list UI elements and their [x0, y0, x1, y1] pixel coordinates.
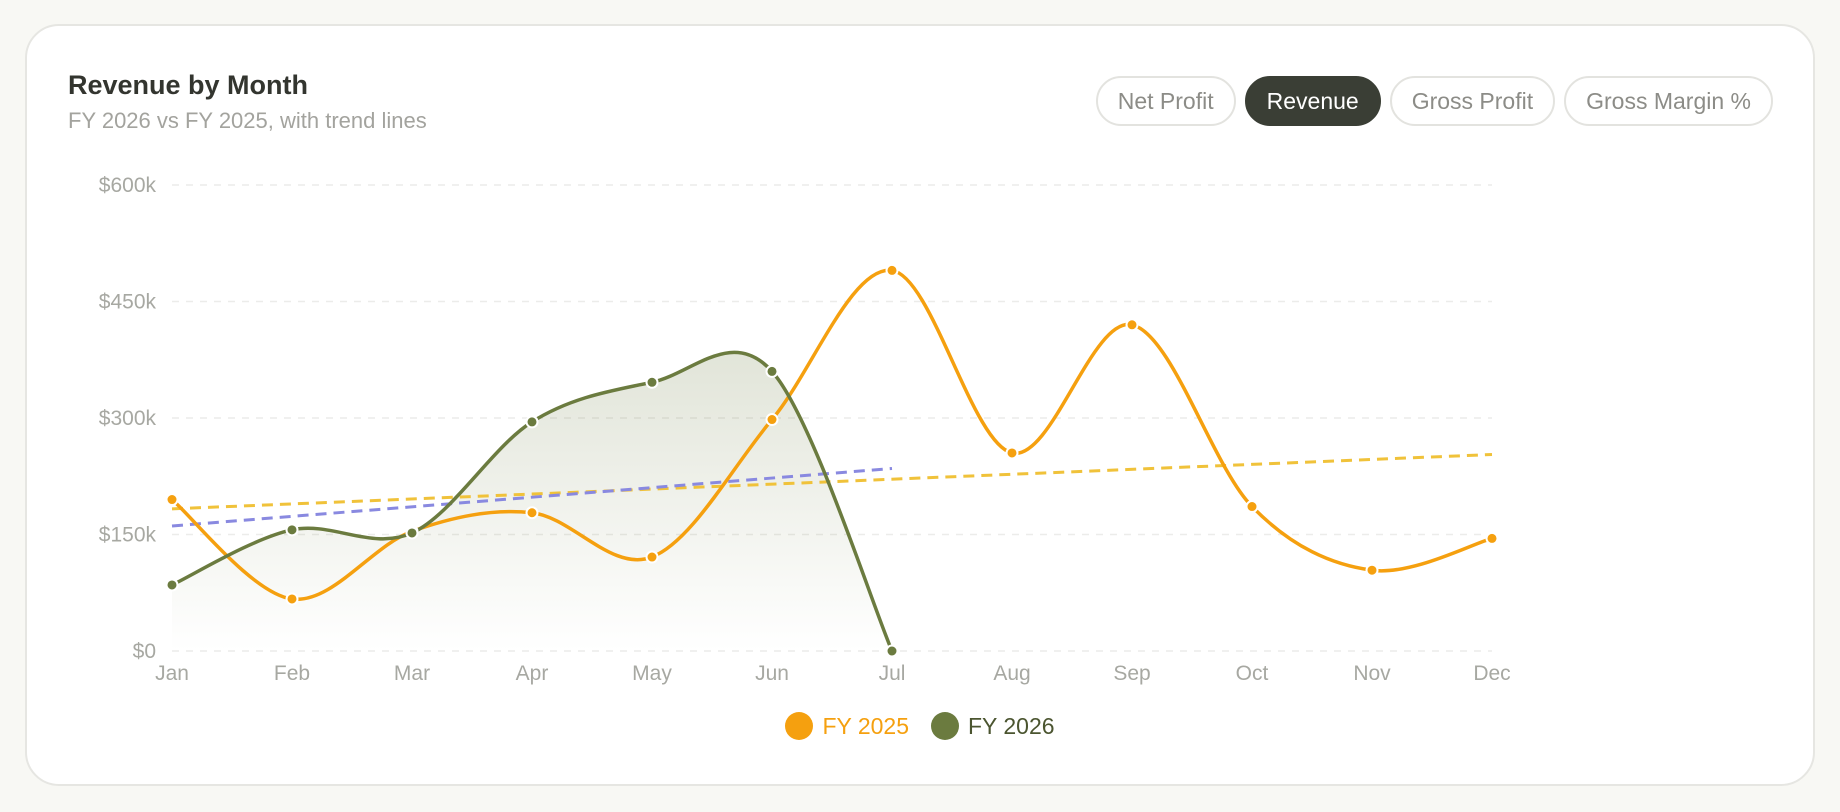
data-points [165, 263, 1499, 658]
revenue-line-chart: $0 $150k $300k $450k $600k Jan Feb Mar Apr May Ju… [99, 174, 1511, 685]
data-point[interactable] [1365, 563, 1379, 577]
data-point[interactable] [765, 364, 779, 378]
data-point[interactable] [1125, 318, 1139, 332]
y-tick-label: $450k [99, 291, 157, 314]
data-point[interactable] [525, 506, 539, 520]
tab-revenue[interactable]: Revenue [1244, 76, 1381, 126]
x-tick-label: Feb [274, 662, 310, 685]
x-tick-label: Apr [516, 662, 549, 685]
data-point[interactable] [765, 413, 779, 427]
x-tick-label: Oct [1236, 662, 1269, 685]
y-tick-label: $300k [99, 407, 157, 430]
x-tick-label: Jan [155, 662, 189, 685]
metric-tabs: Net Profit Revenue Gross Profit Gross Ma… [1095, 76, 1773, 126]
tab-gross-profit[interactable]: Gross Profit [1389, 76, 1556, 126]
x-tick-label: Dec [1473, 662, 1510, 685]
legend-swatch-fy2025 [785, 712, 814, 740]
legend-item-fy2025[interactable]: FY 2025 [785, 712, 909, 740]
legend-label-fy2026: FY 2026 [968, 712, 1055, 739]
legend-label-fy2025: FY 2025 [822, 712, 909, 739]
y-tick-label: $150k [99, 524, 157, 547]
y-tick-label: $600k [99, 174, 157, 197]
x-tick-label: Jul [879, 662, 906, 685]
x-tick-label: Nov [1353, 662, 1391, 685]
data-point[interactable] [525, 415, 539, 429]
data-point[interactable] [1485, 531, 1499, 545]
data-point[interactable] [1245, 500, 1259, 514]
x-tick-label: May [632, 662, 672, 685]
series-area-fill [172, 352, 892, 651]
chart-legend: FY 2025 FY 2026 [27, 712, 1813, 740]
trend-line [171, 466, 893, 528]
data-point[interactable] [645, 550, 659, 564]
x-tick-label: Mar [394, 662, 430, 685]
data-point[interactable] [645, 375, 659, 389]
y-axis-labels: $0 $150k $300k $450k $600k [99, 174, 157, 663]
legend-item-fy2026[interactable]: FY 2026 [931, 712, 1055, 740]
data-point[interactable] [165, 578, 179, 592]
tab-gross-margin[interactable]: Gross Margin % [1564, 76, 1773, 126]
data-point[interactable] [165, 493, 179, 507]
y-tick-label: $0 [133, 640, 156, 663]
data-point[interactable] [1005, 446, 1019, 460]
trend-lines [171, 453, 1493, 528]
tab-net-profit[interactable]: Net Profit [1095, 76, 1236, 126]
chart-subtitle: FY 2026 vs FY 2025, with trend lines [68, 108, 427, 133]
legend-swatch-fy2026 [931, 712, 959, 740]
chart-title: Revenue by Month [68, 70, 309, 100]
trend-line [171, 453, 1493, 511]
data-point[interactable] [285, 523, 299, 537]
data-point[interactable] [885, 263, 899, 277]
data-point[interactable] [285, 592, 299, 606]
x-axis-labels: Jan Feb Mar Apr May Jun Jul Aug Sep Oct Nov Dec [155, 662, 1511, 685]
data-point[interactable] [405, 526, 419, 540]
data-point[interactable] [885, 644, 899, 658]
chart-card: $0 $150k $300k $450k $600k Jan Feb Mar Apr May Ju… [25, 24, 1815, 786]
x-tick-label: Aug [993, 662, 1030, 685]
x-tick-label: Sep [1113, 662, 1150, 685]
x-tick-label: Jun [755, 662, 789, 685]
area-fills [172, 352, 892, 651]
